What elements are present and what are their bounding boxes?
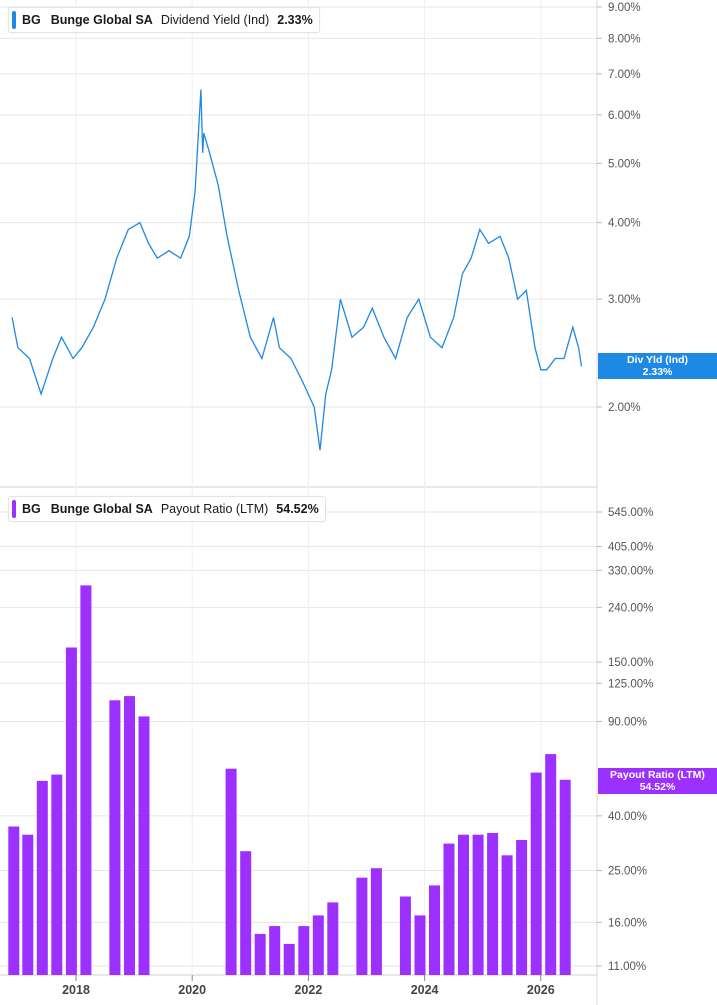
payout-legend: BG Bunge Global SA Payout Ratio (LTM) 54…	[8, 496, 326, 522]
payout-tag-bg	[598, 768, 717, 794]
payout-bar	[443, 843, 455, 975]
payout-bar	[65, 647, 77, 975]
payout-bar	[138, 716, 150, 975]
payout-legend-swatch	[12, 500, 16, 518]
yield-legend: BG Bunge Global SA Dividend Yield (Ind) …	[8, 7, 320, 33]
payout-tag-label: Payout Ratio (LTM)	[610, 769, 705, 781]
x-tick-label: 2020	[178, 983, 206, 997]
payout-bar	[298, 926, 310, 975]
yield-value-tag: Div Yld (Ind) 2.33%	[598, 354, 717, 378]
yield-gridlines	[0, 6, 597, 408]
yield-tag-label: Div Yld (Ind)	[626, 354, 689, 366]
yield-tag-bg	[598, 353, 717, 379]
y-tick-label: 3.00%	[608, 294, 641, 306]
y-tick-label: 150.00%	[608, 657, 653, 669]
y-tick-label: 11.00%	[608, 961, 646, 973]
payout-value-tag: Payout Ratio (LTM) 54.52%	[598, 769, 717, 793]
payout-bar	[399, 896, 411, 975]
x-tick-label: 2022	[294, 983, 322, 997]
payout-bar	[225, 768, 237, 975]
y-tick-label: 4.00%	[608, 218, 641, 230]
legend-metric: Payout Ratio (LTM)	[160, 502, 269, 516]
payout-bar	[370, 868, 382, 975]
legend-metric: Dividend Yield (Ind)	[160, 13, 270, 27]
x-tick-label: 2018	[62, 983, 90, 997]
payout-bar	[109, 700, 121, 975]
payout-bar	[240, 851, 252, 975]
y-tick-label: 5.00%	[608, 158, 641, 170]
yield-y-axis: 2.00% 3.00% 4.00% 5.00% 6.00% 7.00% 8.00% 9.00%	[597, 2, 641, 414]
x-tick-label: 2024	[411, 983, 439, 997]
payout-bar	[312, 915, 324, 975]
payout-bar	[124, 696, 135, 975]
y-tick-label: 16.00%	[608, 917, 647, 929]
legend-value: 54.52%	[276, 502, 319, 516]
y-tick-label: 8.00%	[608, 33, 641, 45]
payout-bar	[22, 834, 34, 975]
payout-bar	[254, 933, 266, 975]
y-tick-label: 405.00%	[608, 542, 653, 554]
payout-bar	[327, 902, 339, 975]
payout-bar	[516, 840, 528, 975]
payout-bar	[269, 926, 281, 975]
payout-ratio-bars	[8, 585, 571, 975]
legend-company: Bunge Global SA	[50, 13, 153, 27]
payout-bar	[356, 877, 368, 975]
payout-bar	[458, 834, 469, 975]
y-tick-label: 7.00%	[608, 69, 641, 81]
payout-bar	[545, 754, 557, 975]
y-tick-label: 240.00%	[608, 602, 653, 614]
payout-bar	[51, 774, 63, 975]
y-tick-label: 9.00%	[608, 2, 641, 14]
payout-y-axis: 11.00% 16.00% 25.00% 40.00% 90.00% 125.00% 150…	[597, 507, 653, 973]
legend-value: 2.33%	[277, 13, 313, 27]
payout-bar	[283, 943, 295, 975]
legend-company: Bunge Global SA	[50, 502, 153, 516]
x-tick-label: 2026	[527, 983, 555, 997]
payout-bar	[414, 915, 426, 975]
yield-tag-value: 2.33%	[642, 366, 673, 378]
legend-ticker: BG	[22, 13, 41, 27]
y-tick-label: 330.00%	[608, 565, 653, 577]
y-tick-label: 25.00%	[608, 866, 647, 878]
payout-bar	[472, 834, 484, 975]
legend-ticker: BG	[22, 502, 41, 516]
dividend-yield-line	[11, 89, 583, 451]
payout-bar	[487, 833, 499, 975]
payout-bar	[559, 779, 571, 975]
payout-bar	[80, 585, 92, 975]
y-tick-label: 40.00%	[608, 811, 647, 823]
payout-bar	[429, 885, 440, 975]
y-tick-label: 6.00%	[608, 110, 641, 122]
y-tick-label: 90.00%	[608, 716, 647, 728]
y-tick-label: 545.00%	[608, 507, 653, 519]
payout-tag-value: 54.52%	[639, 781, 676, 793]
payout-bar	[36, 780, 48, 975]
payout-bar	[8, 826, 20, 975]
y-tick-label: 2.00%	[608, 402, 641, 414]
payout-bar	[501, 855, 513, 975]
y-tick-label: 125.00%	[608, 678, 653, 690]
payout-bar	[530, 772, 542, 975]
yield-legend-swatch	[12, 11, 16, 29]
